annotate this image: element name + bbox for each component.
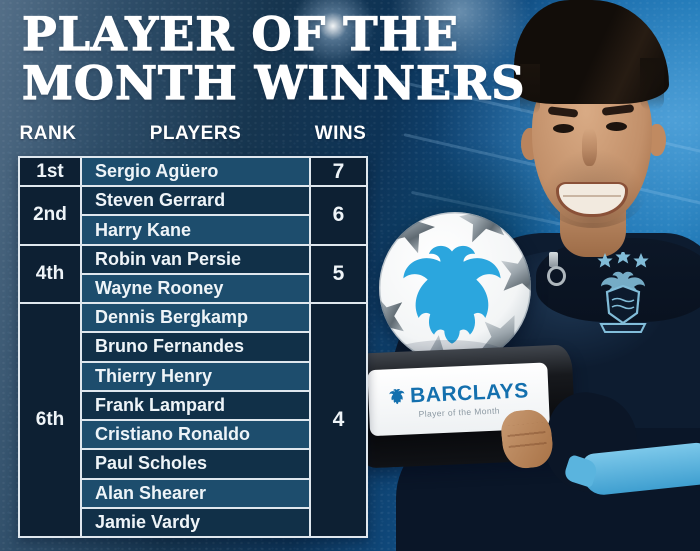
winners-table: 1st Sergio Agüero 7 2nd Steven Gerrard H… (18, 156, 368, 538)
rank-cell: 2nd (20, 187, 80, 244)
player-eye (553, 124, 574, 133)
player-cell: Wayne Rooney (82, 274, 309, 303)
player-cell: Robin van Persie (82, 245, 309, 273)
rank-cell: 1st (20, 158, 80, 186)
player-cell: Sergio Agüero (82, 158, 309, 186)
player-cell: Thierry Henry (82, 362, 309, 390)
player-cell: Steven Gerrard (82, 187, 309, 215)
player-hair-fade (640, 58, 664, 110)
player-cell: Bruno Fernandes (82, 333, 309, 361)
rank-cell: 4th (20, 245, 80, 303)
barclays-logo-text: BARCLAYS (409, 378, 530, 407)
player-nose (582, 128, 597, 166)
player-hair-fade (520, 64, 540, 114)
column-header-rank: RANK (19, 123, 77, 144)
column-header-players: PLAYERS (149, 123, 242, 144)
wins-cell: 6 (311, 187, 366, 244)
rank-cell: 6th (20, 304, 80, 536)
man-city-crest-icon (592, 249, 654, 336)
barclays-trophy-ball (378, 211, 532, 365)
player-cell: Cristiano Ronaldo (82, 421, 309, 449)
zipper-ring-icon (547, 266, 566, 286)
page-title: PLAYER OF THE MONTH WINNERS (21, 7, 526, 110)
headline-line1: PLAYER OF THE (21, 7, 459, 61)
wins-cell: 4 (311, 304, 366, 536)
barclays-eagle-icon (389, 389, 405, 405)
teeth-line (563, 195, 621, 197)
player-cell: Jamie Vardy (82, 508, 309, 536)
player-ear (649, 124, 666, 156)
plinth-label: BARCLAYS Player of the Month (367, 362, 551, 437)
player-cell: Paul Scholes (82, 450, 309, 478)
player-cell: Alan Shearer (82, 479, 309, 507)
zipper-pull-icon (549, 252, 558, 267)
player-cell: Dennis Bergkamp (82, 304, 309, 332)
trophy-plinth: BARCLAYS Player of the Month (353, 344, 577, 469)
headline-line2: MONTH WINNERS (21, 55, 526, 110)
wins-cell: 5 (311, 245, 366, 303)
finger-lines (506, 422, 548, 456)
wins-cell: 7 (311, 158, 366, 186)
player-cell: Frank Lampard (82, 391, 309, 420)
player-eye (606, 122, 627, 131)
column-header-wins: WINS (314, 123, 367, 144)
player-cell: Harry Kane (82, 216, 309, 244)
plinth-subtitle: Player of the Month (418, 404, 501, 419)
